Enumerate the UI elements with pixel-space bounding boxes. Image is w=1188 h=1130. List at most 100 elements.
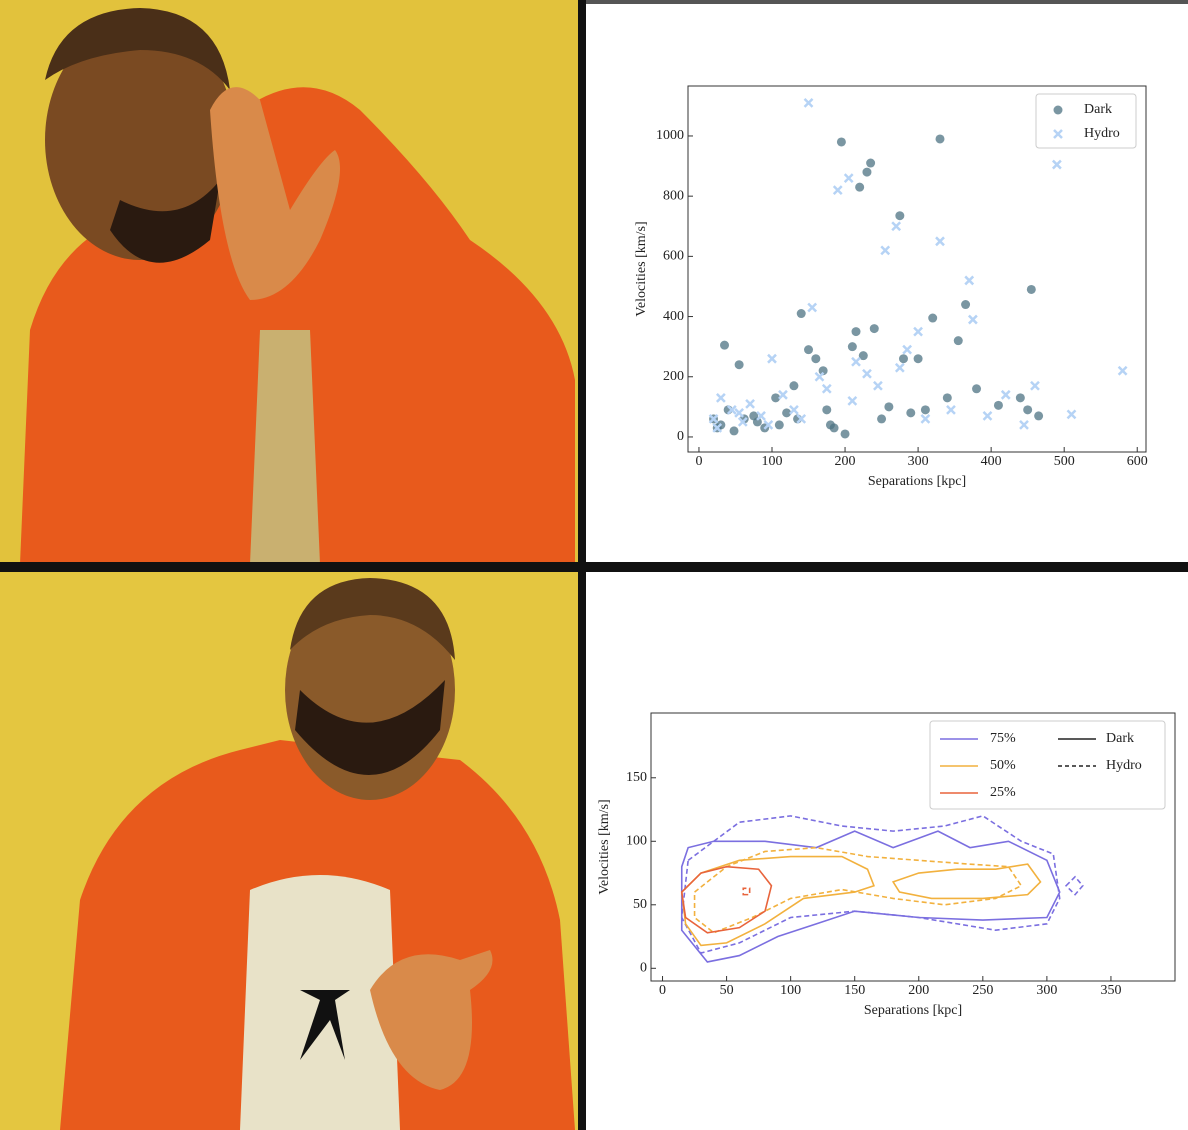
point — [1051, 159, 1062, 170]
charts: 0 100 200 300 400 500 60002004006008001000Sepa… — [597, 85, 1176, 1018]
point — [851, 327, 861, 337]
point — [920, 405, 930, 415]
point — [942, 393, 952, 403]
legend-label: 25% — [990, 785, 1016, 800]
y-tick-label: 0 — [677, 429, 684, 444]
y-tick-label: 100 — [626, 834, 647, 849]
point — [877, 414, 887, 424]
y-tick-label: 150 — [626, 770, 647, 785]
x-tick-label: 50 — [720, 983, 734, 998]
legend-label: Dark — [1084, 102, 1112, 117]
point — [982, 410, 993, 421]
x-tick-label: 350 — [1100, 983, 1121, 998]
x-tick-label: 100 — [780, 983, 801, 998]
point — [862, 167, 872, 177]
point — [866, 158, 876, 168]
point — [803, 97, 814, 108]
point — [906, 408, 916, 418]
point — [804, 345, 814, 355]
point — [946, 404, 956, 415]
x-tick-label: 250 — [972, 983, 993, 998]
point — [763, 420, 774, 430]
divider — [0, 562, 1188, 572]
point — [935, 134, 945, 144]
point — [902, 344, 913, 355]
contour — [680, 865, 773, 934]
point — [734, 360, 744, 370]
legend-label: 75% — [990, 731, 1016, 746]
point — [873, 380, 883, 391]
point — [708, 414, 719, 424]
point — [920, 414, 931, 424]
point — [829, 423, 839, 433]
point — [1117, 365, 1128, 376]
y-tick-label: 200 — [663, 369, 684, 384]
point — [715, 392, 726, 403]
top-bar — [586, 0, 1188, 4]
x-tick-label: 200 — [908, 983, 929, 998]
point — [993, 400, 1003, 410]
point — [895, 211, 905, 221]
point — [811, 354, 821, 364]
legend-label: Dark — [1106, 731, 1134, 746]
point — [847, 395, 858, 406]
point — [928, 313, 938, 323]
point — [843, 173, 854, 183]
point — [778, 389, 788, 400]
x-tick-label: 500 — [1054, 454, 1075, 469]
point — [782, 408, 792, 418]
x-tick-label: 200 — [835, 454, 856, 469]
x-axis-label: Separations [kpc] — [868, 474, 966, 489]
point — [1034, 411, 1044, 421]
point — [832, 185, 843, 196]
point — [913, 354, 923, 364]
y-tick-label: 0 — [640, 961, 647, 976]
point — [851, 356, 861, 367]
legend-marker — [1053, 129, 1063, 139]
point — [913, 326, 923, 337]
point — [756, 410, 766, 421]
point — [1015, 393, 1025, 403]
x-tick-label: 0 — [659, 983, 666, 998]
point — [855, 182, 865, 192]
contour — [680, 815, 1061, 954]
x-tick-label: 150 — [844, 983, 865, 998]
point — [869, 324, 879, 334]
x-axis-label: Separations [kpc] — [864, 1003, 962, 1018]
y-tick-label: 1000 — [656, 128, 684, 143]
point — [821, 383, 832, 394]
point — [884, 402, 894, 412]
point — [729, 426, 739, 436]
point — [858, 351, 868, 361]
point — [1026, 284, 1036, 294]
legend-box — [929, 720, 1166, 810]
point — [1030, 380, 1040, 391]
point — [967, 314, 978, 325]
x-tick-label: 600 — [1127, 454, 1148, 469]
point — [726, 404, 737, 415]
point — [1023, 405, 1033, 415]
point — [880, 245, 891, 256]
point — [807, 302, 818, 313]
point — [737, 417, 748, 427]
point — [814, 371, 825, 382]
x-tick-label: 400 — [981, 454, 1002, 469]
x-tick-label: 300 — [908, 454, 929, 469]
point — [796, 414, 807, 424]
point — [752, 417, 762, 427]
point — [891, 221, 902, 232]
photo-top — [0, 0, 580, 564]
point — [767, 353, 777, 364]
contour — [1064, 875, 1084, 896]
point — [818, 366, 828, 376]
point — [961, 300, 971, 310]
point — [1019, 420, 1029, 430]
y-tick-label: 50 — [633, 897, 647, 912]
point — [862, 368, 872, 379]
x-tick-label: 0 — [695, 454, 702, 469]
y-tick-label: 600 — [663, 249, 684, 264]
photo-bottom — [0, 572, 580, 1130]
contour — [680, 855, 875, 947]
